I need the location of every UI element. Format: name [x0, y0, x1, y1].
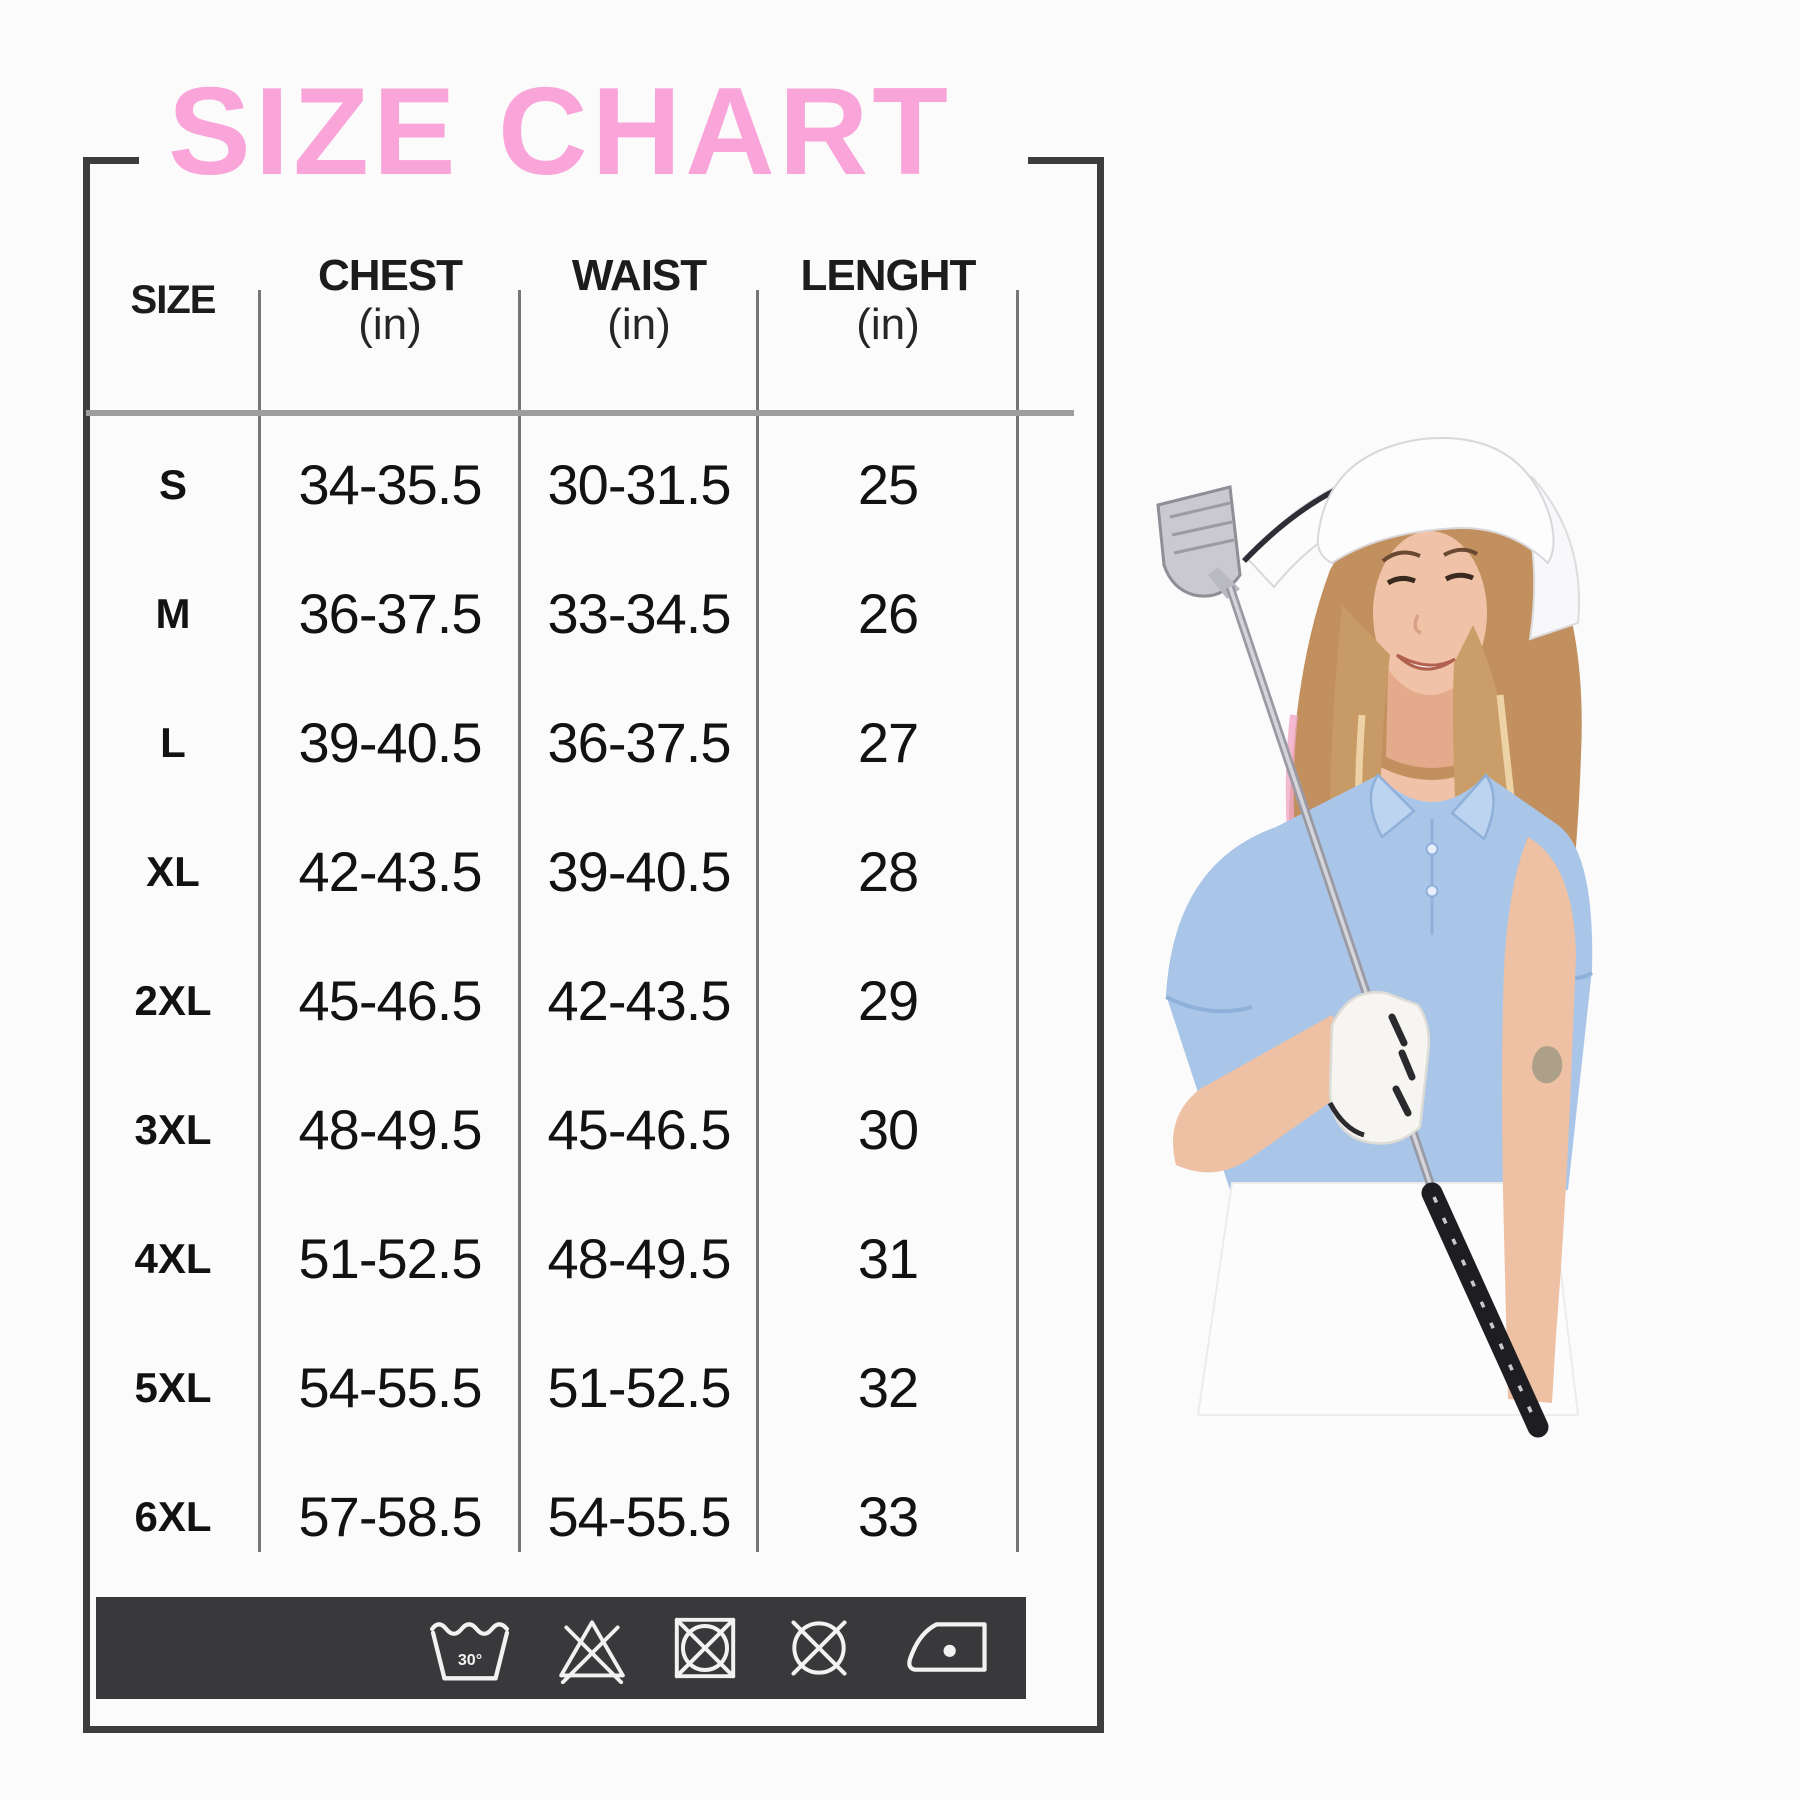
visor-crown	[1316, 437, 1555, 565]
iron-one-dot-icon	[907, 1622, 987, 1672]
column-divider	[518, 290, 521, 1552]
cell-size: 6XL	[134, 1492, 212, 1540]
collar	[1369, 773, 1416, 839]
column-divider	[756, 290, 759, 1552]
table-frame-left	[83, 157, 90, 1733]
cell-size: 4XL	[134, 1234, 212, 1282]
size-table-body: S 34-35.5 30-31.5 25 M 36-37.5 33-34.5 2…	[86, 420, 1018, 1581]
cell-size: 2XL	[134, 976, 212, 1024]
cell-size: S	[158, 460, 187, 508]
machine-wash-30-icon: 30°	[429, 1622, 510, 1681]
cell-length: 26	[857, 582, 919, 645]
table-frame-bottom	[83, 1726, 1104, 1733]
cell-size: L	[160, 718, 186, 766]
cell-length: 30	[857, 1098, 919, 1161]
collar	[1450, 772, 1495, 841]
cell-size: 3XL	[134, 1105, 212, 1153]
model-photo	[1156, 437, 1594, 1438]
cell-waist: 36-37.5	[547, 711, 732, 774]
cell-chest: 54-55.5	[298, 1356, 483, 1419]
cell-length: 29	[857, 969, 919, 1032]
visor	[1242, 437, 1580, 641]
table-row: 5XL 54-55.5 51-52.5 32	[86, 1323, 1018, 1452]
cell-chest: 42-43.5	[298, 840, 483, 903]
page-title: SIZE CHART	[168, 63, 952, 201]
cell-size: M	[155, 589, 191, 637]
cell-length: 31	[857, 1227, 919, 1290]
header-waist: WAIST (in)	[520, 251, 758, 351]
cell-size: 5XL	[134, 1363, 212, 1411]
header-underline	[86, 410, 1074, 416]
header-waist-unit: (in)	[607, 300, 671, 350]
wash-temp-label: 30°	[458, 1651, 482, 1669]
do-not-dry-clean-icon	[791, 1620, 847, 1676]
table-frame-top-left-stub	[83, 157, 139, 164]
cell-waist: 39-40.5	[547, 840, 732, 903]
club-grip	[1421, 1182, 1549, 1438]
header-size: SIZE	[86, 252, 260, 351]
header-chest-label: CHEST	[317, 251, 463, 300]
button	[1425, 884, 1439, 898]
cell-chest: 34-35.5	[298, 453, 483, 516]
column-divider	[258, 290, 261, 1552]
smile	[1395, 653, 1456, 671]
forearm	[1173, 1015, 1366, 1173]
cell-chest: 48-49.5	[298, 1098, 483, 1161]
cell-chest: 51-52.5	[298, 1227, 483, 1290]
button	[1425, 842, 1439, 856]
cell-waist: 54-55.5	[547, 1485, 732, 1548]
cell-chest: 39-40.5	[298, 711, 483, 774]
cell-chest: 36-37.5	[298, 582, 483, 645]
cell-length: 32	[857, 1356, 919, 1419]
do-not-bleach-icon	[559, 1620, 625, 1684]
cell-length: 27	[857, 711, 919, 774]
table-row: 2XL 45-46.5 42-43.5 29	[86, 936, 1018, 1065]
right-arm	[1502, 837, 1576, 1403]
header-chest-unit: (in)	[358, 300, 422, 350]
size-table-header: SIZE CHEST (in) WAIST (in) LENGHT (in)	[86, 251, 1018, 351]
table-row: S 34-35.5 30-31.5 25	[86, 420, 1018, 549]
cell-waist: 51-52.5	[547, 1356, 732, 1419]
cell-waist: 45-46.5	[547, 1098, 732, 1161]
table-row: M 36-37.5 33-34.5 26	[86, 549, 1018, 678]
table-row: 4XL 51-52.5 48-49.5 31	[86, 1194, 1018, 1323]
cell-length: 33	[857, 1485, 919, 1548]
tattoo	[1532, 1046, 1563, 1084]
header-size-label: SIZE	[130, 278, 217, 322]
cell-waist: 33-34.5	[547, 582, 732, 645]
cell-chest: 57-58.5	[298, 1485, 483, 1548]
cell-size: XL	[146, 847, 200, 895]
cell-chest: 45-46.5	[298, 969, 483, 1032]
glove-cuff	[1327, 1101, 1365, 1138]
do-not-tumble-dry-icon	[674, 1617, 736, 1679]
eyebrow	[1381, 550, 1421, 563]
header-length-label: LENGHT	[800, 251, 977, 300]
table-row: 3XL 48-49.5 45-46.5 30	[86, 1065, 1018, 1194]
header-chest: CHEST (in)	[260, 251, 520, 351]
eyebrow	[1443, 547, 1479, 557]
cell-waist: 48-49.5	[547, 1227, 732, 1290]
table-row: L 39-40.5 36-37.5 27	[86, 678, 1018, 807]
header-waist-label: WAIST	[571, 251, 707, 300]
skirt	[1196, 1182, 1580, 1416]
table-row: 6XL 57-58.5 54-55.5 33	[86, 1452, 1018, 1581]
cell-waist: 30-31.5	[547, 453, 732, 516]
header-length-unit: (in)	[856, 300, 920, 350]
column-divider	[1016, 290, 1019, 1552]
cell-waist: 42-43.5	[547, 969, 732, 1032]
sleeve-hem	[1165, 995, 1253, 1014]
table-row: XL 42-43.5 39-40.5 28	[86, 807, 1018, 936]
eye	[1386, 575, 1416, 586]
care-instructions-bar: 30°	[96, 1597, 1026, 1699]
header-length: LENGHT (in)	[758, 251, 1018, 351]
table-frame-top-right-stub	[1028, 157, 1104, 164]
table-frame-right	[1097, 157, 1104, 1733]
golf-glove	[1327, 990, 1431, 1145]
cell-length: 25	[857, 453, 919, 516]
cell-length: 28	[857, 840, 919, 903]
nose	[1413, 614, 1422, 635]
eye	[1444, 572, 1474, 582]
glove-finger-gaps	[1388, 1013, 1416, 1117]
